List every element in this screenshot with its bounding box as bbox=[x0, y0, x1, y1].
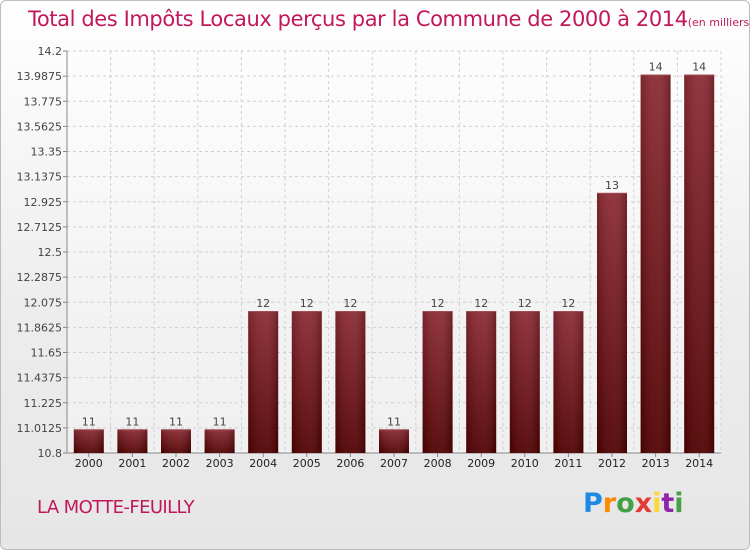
bar-sheen bbox=[161, 429, 191, 453]
bar-sheen bbox=[640, 74, 671, 453]
x-tick-label: 2002 bbox=[162, 457, 190, 470]
y-tick-label: 13.775 bbox=[24, 95, 63, 108]
logo-letter: i bbox=[652, 488, 662, 519]
x-tick-label: 2000 bbox=[75, 457, 103, 470]
y-tick-label: 10.8 bbox=[38, 447, 63, 460]
y-tick-label: 12.5 bbox=[38, 246, 63, 259]
x-tick-label: 2014 bbox=[685, 457, 713, 470]
y-tick-label: 13.1375 bbox=[17, 171, 63, 184]
chart-unit-note: (en milliers d'€) bbox=[687, 16, 750, 29]
bar-value-label: 14 bbox=[649, 61, 663, 74]
bar-value-label: 12 bbox=[300, 297, 314, 310]
x-tick-label: 2003 bbox=[206, 457, 234, 470]
proxiti-logo: Proxiti bbox=[583, 488, 684, 519]
x-tick-label: 2008 bbox=[424, 457, 452, 470]
y-tick-label: 12.7125 bbox=[17, 221, 63, 234]
x-tick-label: 2005 bbox=[293, 457, 321, 470]
bar-value-label: 12 bbox=[431, 297, 445, 310]
bar-sheen bbox=[335, 311, 366, 453]
label-layer: 11 11 11 11 12 12 12 11 12 12 12 12 13 14 14 bbox=[82, 61, 706, 429]
bar-value-label: 11 bbox=[387, 415, 401, 428]
bar-value-label: 11 bbox=[82, 415, 96, 428]
logo-letter: i bbox=[674, 488, 684, 519]
bar-sheen bbox=[204, 429, 235, 453]
bar-value-label: 11 bbox=[213, 415, 227, 428]
chart-title-text: Total des Impôts Locaux perçus par la Co… bbox=[28, 7, 688, 31]
logo-letter: r bbox=[602, 488, 617, 519]
x-tick-label: 2010 bbox=[511, 457, 539, 470]
y-tick-label: 11.8625 bbox=[17, 321, 63, 334]
x-tick-label: 2001 bbox=[118, 457, 146, 470]
x-tick-label: 2009 bbox=[467, 457, 495, 470]
commune-name: LA MOTTE-FEUILLY bbox=[37, 497, 195, 518]
x-tick-label: 2007 bbox=[380, 457, 408, 470]
x-tick-label: 2011 bbox=[554, 457, 582, 470]
bar-sheen bbox=[379, 429, 409, 453]
y-tick-label: 14.2 bbox=[38, 45, 63, 58]
bar-sheen bbox=[73, 429, 104, 453]
bar-sheen bbox=[117, 429, 148, 453]
bar-value-label: 12 bbox=[343, 297, 357, 310]
y-tick-label: 11.4375 bbox=[17, 372, 63, 385]
bar-value-label: 11 bbox=[125, 415, 139, 428]
logo-letter: o bbox=[616, 488, 635, 519]
logo-letter: x bbox=[634, 488, 653, 519]
x-tick-label: 2004 bbox=[249, 457, 277, 470]
chart-title: Total des Impôts Locaux perçus par la Co… bbox=[28, 7, 750, 31]
bar-value-label: 12 bbox=[561, 297, 575, 310]
logo-letter: P bbox=[583, 488, 603, 519]
x-tick-label: 2013 bbox=[642, 457, 670, 470]
bar-sheen bbox=[291, 311, 322, 453]
y-tick-label: 12.2875 bbox=[17, 271, 63, 284]
y-tick-label: 13.35 bbox=[31, 146, 63, 159]
bar-value-label: 12 bbox=[474, 297, 488, 310]
y-tick-label: 13.5625 bbox=[17, 120, 63, 133]
bar-value-label: 13 bbox=[605, 179, 619, 192]
bar-sheen bbox=[248, 311, 279, 453]
bar-sheen bbox=[597, 192, 627, 453]
bar-layer bbox=[73, 74, 715, 453]
bar-sheen bbox=[422, 311, 453, 453]
bar-value-label: 11 bbox=[169, 415, 183, 428]
bar-value-label: 14 bbox=[692, 61, 706, 74]
x-tick-label: 2012 bbox=[598, 457, 626, 470]
y-tick-label: 11.0125 bbox=[17, 422, 63, 435]
bar-sheen bbox=[684, 74, 715, 453]
bar-sheen bbox=[466, 311, 497, 453]
bar-sheen bbox=[509, 311, 540, 453]
y-tick-label: 11.225 bbox=[24, 397, 63, 410]
y-tick-label: 13.9875 bbox=[17, 70, 63, 83]
bar-sheen bbox=[553, 311, 584, 453]
x-tick-label: 2006 bbox=[336, 457, 364, 470]
y-tick-label: 12.075 bbox=[24, 296, 63, 309]
bar-value-label: 12 bbox=[256, 297, 270, 310]
bar-value-label: 12 bbox=[518, 297, 532, 310]
logo-letter: t bbox=[661, 488, 675, 519]
y-tick-label: 12.925 bbox=[24, 196, 63, 209]
y-tick-label: 11.65 bbox=[31, 347, 63, 360]
grid-layer bbox=[66, 50, 722, 454]
